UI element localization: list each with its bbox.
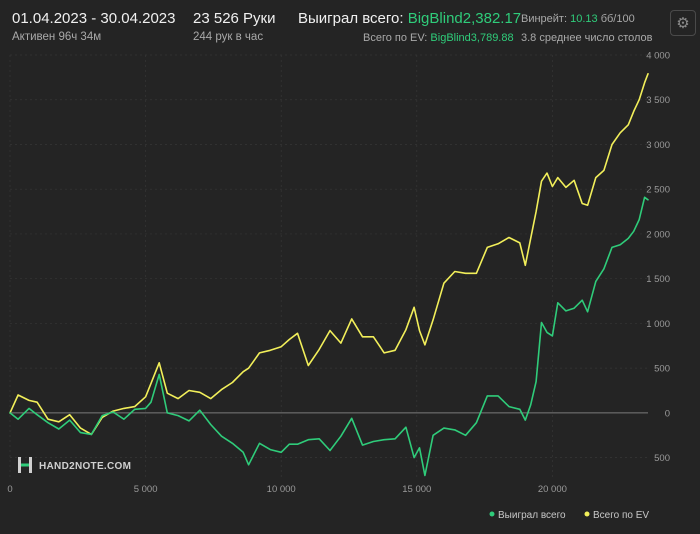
legend-marker-won <box>489 511 495 517</box>
x-tick-label: 15 000 <box>402 484 431 495</box>
hands-per-hour: 244 рук в час <box>193 31 264 43</box>
legend-label-won: Выиграл всего <box>498 510 566 521</box>
hand2note-logo: HAND2NOTE.COM <box>18 457 131 473</box>
stats-header: 01.04.2023 - 30.04.2023 Активен 96ч 34м … <box>0 0 700 50</box>
y-axis-ticks: 4 000 3 500 3 000 2 500 2 000 1 500 1 000 500 0 5… <box>646 51 670 465</box>
y-tick-label: 3 000 <box>646 140 670 151</box>
x-axis-ticks: 0 5 000 10 000 15 000 20 000 <box>7 484 567 495</box>
ev-total-value: BigBlind3,789.88 <box>430 32 514 44</box>
tables-average: 3.8 среднее число столов <box>521 32 653 44</box>
ev-total-label: Всего по EV: <box>363 32 428 44</box>
gear-icon: ⚙ <box>676 15 690 32</box>
legend-marker-ev <box>584 511 590 517</box>
y-tick-label: 2 000 <box>646 229 670 240</box>
winrate-unit: бб/100 <box>600 13 635 25</box>
logo-text: HAND2NOTE.COM <box>39 461 131 472</box>
x-tick-label: 20 000 <box>538 484 567 495</box>
legend-label-ev: Всего по EV <box>593 510 649 521</box>
won-total-value: BigBlind2,382.17 <box>407 10 522 27</box>
hands-count: 23 526 Руки <box>193 10 276 27</box>
y-tick-label: 3 500 <box>646 95 670 106</box>
date-range[interactable]: 01.04.2023 - 30.04.2023 <box>12 10 176 27</box>
legend: Выиграл всего Всего по EV <box>489 510 650 521</box>
logo-mark <box>18 457 32 473</box>
active-time: Активен 96ч 34м <box>12 31 102 43</box>
x-tick-label: 5 000 <box>134 484 158 495</box>
y-tick-label: 500 <box>654 453 670 464</box>
y-tick-label: 4 000 <box>646 51 670 62</box>
winrate: Винрейт: 10.13 бб/100 <box>521 13 635 25</box>
legend-item-won[interactable]: Выиграл всего <box>489 510 567 521</box>
settings-button[interactable]: ⚙ <box>670 10 696 36</box>
series-line-won <box>9 196 649 477</box>
y-tick-label: 2 500 <box>646 185 670 196</box>
winrate-label: Винрейт: <box>521 13 568 25</box>
legend-item-ev[interactable]: Всего по EV <box>584 510 650 521</box>
series-line-ev <box>9 72 649 436</box>
x-tick-label: 0 <box>7 484 12 495</box>
won-total-label: Выиграл всего: <box>298 10 404 27</box>
x-tick-label: 10 000 <box>267 484 296 495</box>
y-tick-label: 1 500 <box>646 274 670 285</box>
winrate-value: 10.13 <box>570 13 598 25</box>
y-tick-label: 1 000 <box>646 319 670 330</box>
y-tick-label: 0 <box>665 408 670 419</box>
won-total: Выиграл всего: BigBlind2,382.17 <box>298 10 521 27</box>
series-lines <box>9 72 649 477</box>
ev-total: Всего по EV: BigBlind3,789.88 <box>363 32 514 44</box>
profit-chart: 4 000 3 500 3 000 2 500 2 000 1 500 1 000 500 0 5… <box>7 51 670 522</box>
y-tick-label: 500 <box>654 364 670 375</box>
